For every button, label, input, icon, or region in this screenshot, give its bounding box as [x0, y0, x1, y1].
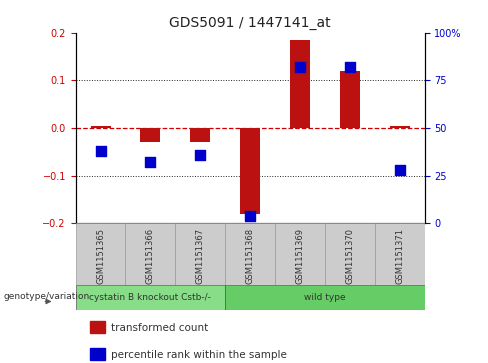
Text: GSM1151367: GSM1151367: [196, 228, 205, 284]
Point: [296, 64, 304, 70]
Bar: [90, 321, 105, 333]
Text: transformed count: transformed count: [111, 323, 208, 333]
Text: GSM1151370: GSM1151370: [346, 228, 354, 284]
Bar: [275, 223, 325, 285]
Bar: [340, 71, 360, 128]
Bar: [225, 223, 275, 285]
Bar: [375, 223, 425, 285]
Bar: [225, 285, 425, 310]
Text: percentile rank within the sample: percentile rank within the sample: [111, 350, 286, 360]
Text: wild type: wild type: [304, 293, 346, 302]
Bar: [76, 223, 125, 285]
Point: [196, 152, 204, 158]
Text: genotype/variation: genotype/variation: [3, 292, 89, 301]
Bar: [90, 348, 105, 360]
Title: GDS5091 / 1447141_at: GDS5091 / 1447141_at: [169, 16, 331, 30]
Text: GSM1151365: GSM1151365: [96, 228, 105, 284]
Bar: [290, 40, 310, 128]
Text: GSM1151371: GSM1151371: [395, 228, 404, 284]
Bar: [125, 223, 175, 285]
Text: GSM1151368: GSM1151368: [245, 228, 255, 284]
Bar: [76, 285, 225, 310]
Point: [146, 159, 154, 165]
Bar: [240, 128, 260, 214]
Bar: [175, 223, 225, 285]
Text: GSM1151369: GSM1151369: [295, 228, 305, 284]
Text: GSM1151366: GSM1151366: [146, 228, 155, 284]
Bar: [91, 126, 111, 128]
Bar: [190, 128, 210, 142]
Point: [246, 213, 254, 219]
Point: [97, 148, 104, 154]
Bar: [325, 223, 375, 285]
Point: [346, 64, 354, 70]
Point: [396, 167, 404, 173]
Bar: [141, 128, 161, 142]
Bar: [390, 126, 409, 128]
Text: cystatin B knockout Cstb-/-: cystatin B knockout Cstb-/-: [89, 293, 211, 302]
